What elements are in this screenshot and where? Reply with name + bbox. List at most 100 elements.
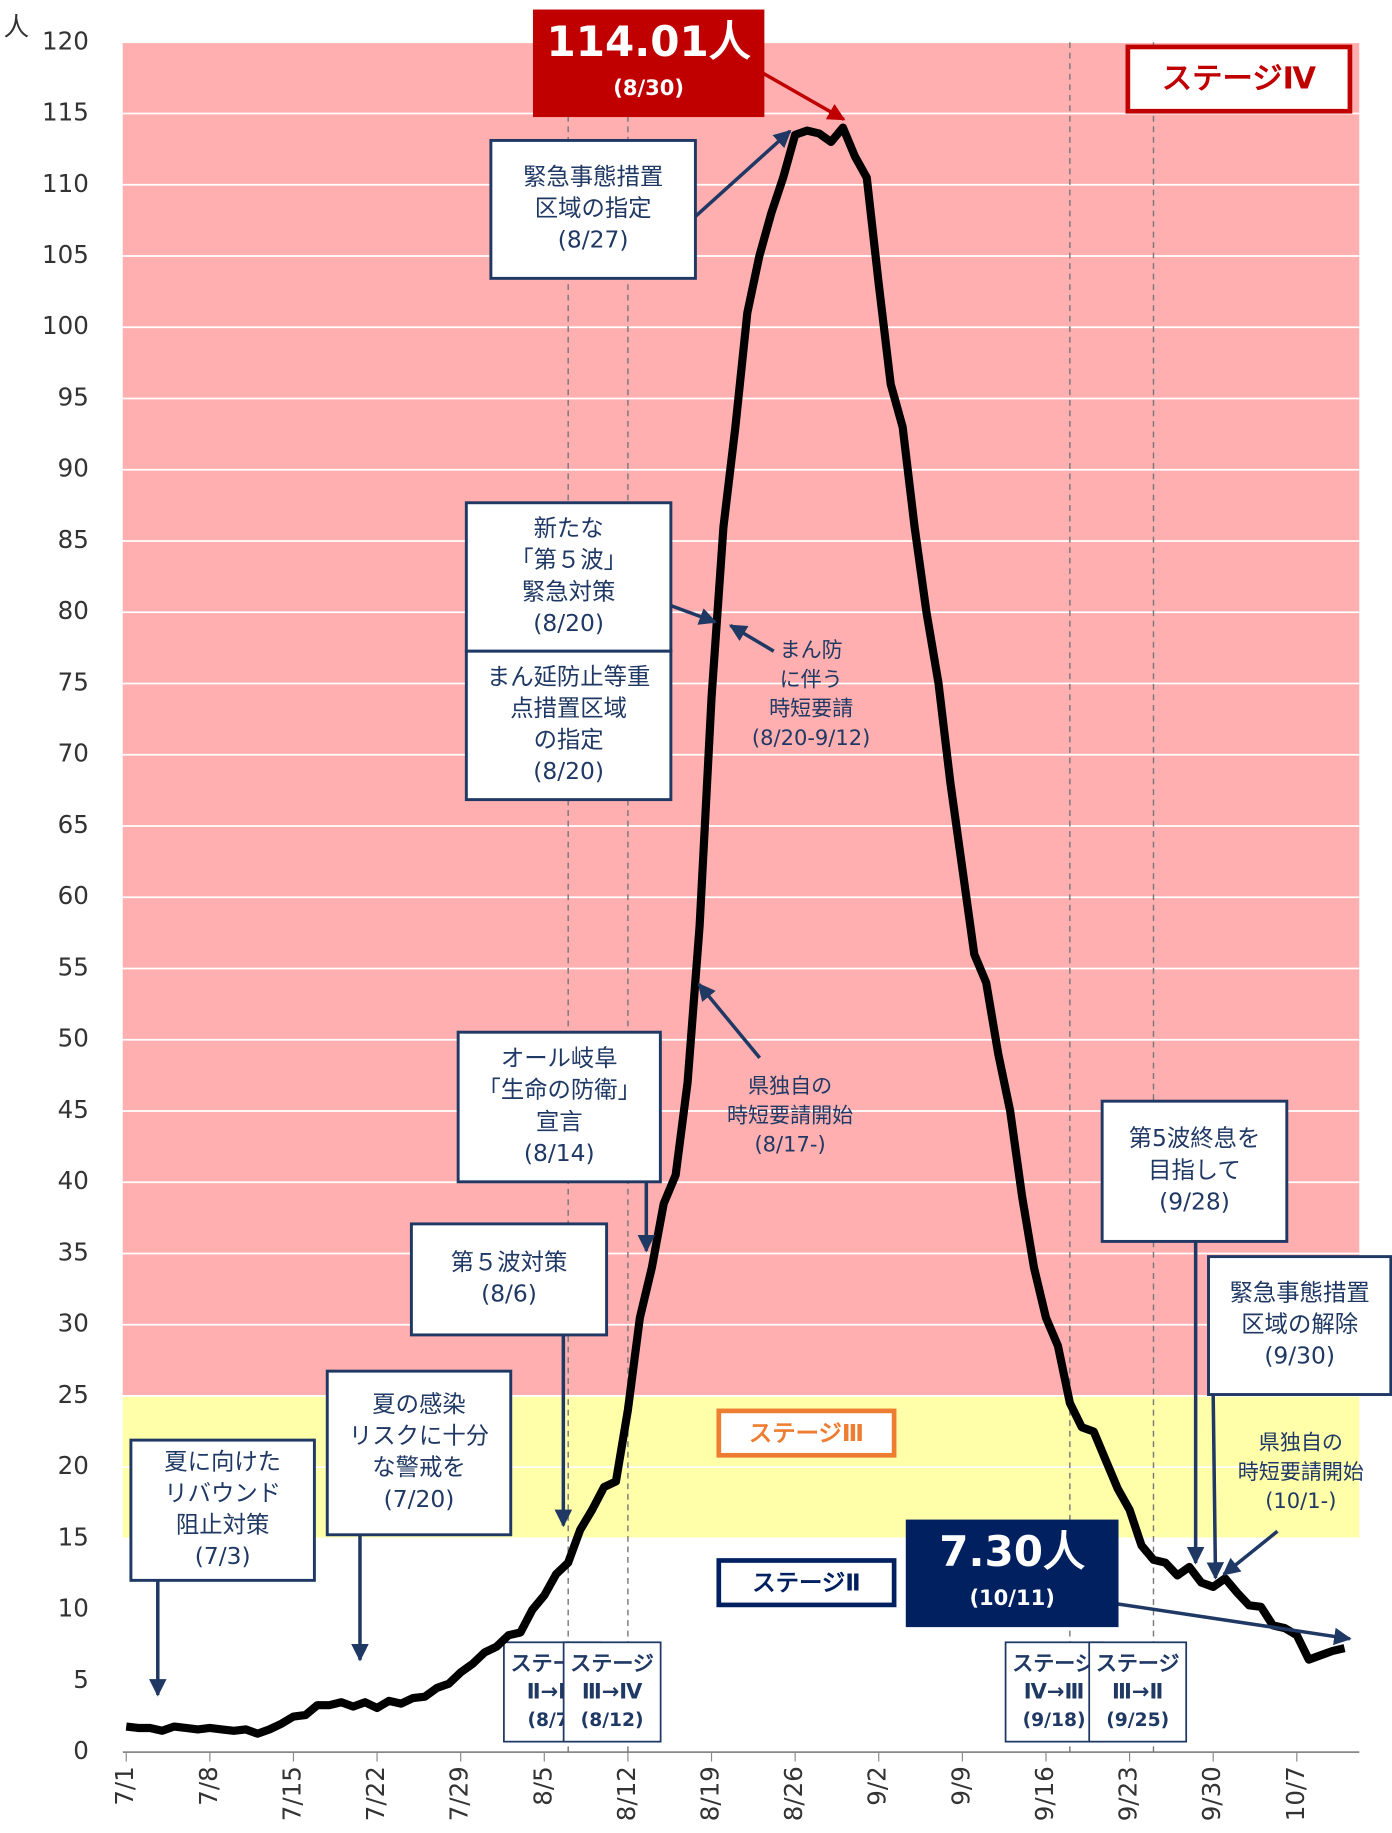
annotation-text: (8/20-9/12) — [752, 725, 870, 750]
annotation-arrow — [1222, 1529, 1279, 1576]
x-tick-label: 9/23 — [1114, 1766, 1143, 1821]
stage-label: ステージⅡ — [752, 1568, 860, 1596]
callout-value: 114.01人 — [546, 17, 750, 66]
annotation-box — [409, 1222, 609, 1337]
annotation-text: リバウンド — [164, 1479, 281, 1507]
x-tick-label: 8/5 — [528, 1766, 557, 1805]
annotation-text: 目指して — [1148, 1156, 1241, 1184]
x-tick-label: 8/26 — [779, 1766, 808, 1821]
stage-label-box — [716, 1558, 897, 1608]
annotation-text: まん延防止等重 — [487, 663, 651, 691]
y-tick-label: 105 — [42, 240, 89, 269]
stage-change-label: ステージ — [570, 1651, 654, 1676]
annotation-text: (8/27) — [558, 225, 629, 253]
x-tick-label: 9/30 — [1197, 1766, 1226, 1821]
annotation-text: (8/17-) — [754, 1132, 825, 1157]
annotation-text: 緊急対策 — [522, 577, 615, 605]
annotation-text: 「第５波」 — [510, 546, 627, 574]
y-tick-label: 60 — [58, 881, 89, 910]
annotation-text: 県独自の — [1259, 1430, 1343, 1455]
annotation-arrow — [761, 71, 846, 121]
stage-change-label: ステージ — [1096, 1651, 1180, 1676]
x-tick-label: 10/7 — [1281, 1766, 1310, 1821]
y-tick-label: 55 — [58, 952, 89, 981]
annotation-text: 時短要請 — [769, 696, 853, 721]
y-tick-label: 70 — [58, 739, 89, 768]
annotation-text: 第5波終息を — [1129, 1124, 1261, 1152]
annotation-arrow — [728, 623, 775, 653]
annotation-text: まん防 — [780, 637, 843, 662]
annotation-text: (9/28) — [1159, 1187, 1230, 1215]
x-tick-label: 8/12 — [612, 1766, 641, 1821]
annotation-text: (8/14) — [524, 1139, 595, 1167]
annotation-arrow — [697, 982, 762, 1060]
annotation-text: (7/3) — [195, 1542, 251, 1570]
annotation-arrow — [670, 603, 717, 625]
annotation-text: (8/20) — [533, 609, 604, 637]
annotation-box — [325, 1369, 513, 1537]
stage-change-box — [562, 1641, 662, 1743]
x-tick-label: 9/16 — [1030, 1766, 1059, 1821]
annotation-text: の指定 — [534, 726, 604, 754]
stage-change-label: Ⅲ→Ⅳ — [582, 1679, 643, 1704]
x-tick-label: 9/9 — [946, 1766, 975, 1805]
annotation-text: 新たな — [534, 514, 604, 542]
y-tick-label: 65 — [58, 810, 89, 839]
stage-change-label: ステージ — [1012, 1651, 1096, 1676]
annotation-arrow — [1206, 1394, 1225, 1580]
y-tick-label: 5 — [73, 1665, 89, 1694]
annotation-text: に伴う — [780, 666, 843, 691]
x-tick-label: 7/15 — [277, 1766, 306, 1821]
stage-change-label: Ⅲ→Ⅱ — [1112, 1679, 1163, 1704]
annotation-text: 宣言 — [536, 1107, 583, 1135]
x-tick-label: 7/29 — [445, 1766, 474, 1821]
y-tick-label: 75 — [58, 667, 89, 696]
x-tick-label: 7/22 — [361, 1766, 390, 1821]
annotation-text: 緊急事態措置 — [523, 162, 663, 190]
annotation-text: (8/20) — [533, 757, 604, 785]
stage-change-label: (8/12) — [581, 1710, 644, 1731]
data-line — [125, 123, 1346, 1738]
annotation-box — [1100, 1099, 1289, 1243]
y-tick-label: 20 — [58, 1451, 89, 1480]
y-tick-label: 85 — [58, 525, 89, 554]
callout-value: 7.30人 — [939, 1527, 1085, 1576]
annotation-arrow — [694, 129, 792, 218]
annotation-text: 「生命の防衛」 — [477, 1076, 641, 1104]
y-tick-label: 90 — [58, 454, 89, 483]
annotation-arrow — [1115, 1602, 1352, 1646]
annotation-box — [464, 501, 673, 653]
y-tick-label: 100 — [42, 311, 89, 340]
y-tick-label: 80 — [58, 596, 89, 625]
y-tick-label: 45 — [58, 1095, 89, 1124]
x-tick-label: 8/19 — [696, 1766, 725, 1821]
stage-change-box — [1088, 1641, 1188, 1743]
annotation-text: (8/6) — [481, 1280, 537, 1308]
annotation-text: な警戒を — [372, 1453, 465, 1481]
annotation-text: (10/1-) — [1265, 1488, 1336, 1513]
y-tick-label: 15 — [58, 1522, 89, 1551]
annotation-text: 点措置区域 — [510, 694, 627, 722]
callout-date: (10/11) — [969, 1585, 1054, 1610]
y-tick-label: 25 — [58, 1380, 89, 1409]
annotation-text: 時短要請開始 — [727, 1102, 853, 1127]
stage-label-box — [1125, 44, 1353, 114]
annotation-box — [1207, 1255, 1392, 1396]
y-tick-label: 115 — [42, 98, 89, 127]
stage-change-label: Ⅳ→Ⅲ — [1024, 1679, 1085, 1704]
callout-date: (8/30) — [613, 75, 684, 100]
annotation-text: リスクに十分 — [349, 1422, 489, 1450]
stage-change-label: (9/25) — [1106, 1710, 1169, 1731]
annotation-text: (7/20) — [384, 1485, 455, 1513]
stage-label: ステージⅣ — [1162, 62, 1317, 97]
stage-change-label: (9/18) — [1023, 1710, 1086, 1731]
annotation-text: 第５波対策 — [451, 1248, 568, 1276]
stage-label-box — [716, 1408, 897, 1458]
y-tick-label: 35 — [58, 1237, 89, 1266]
annotation-text: オール岐阜 — [501, 1044, 618, 1072]
annotation-text: 時短要請開始 — [1238, 1459, 1364, 1484]
annotation-box — [489, 138, 697, 280]
annotation-text: (9/30) — [1264, 1342, 1335, 1370]
annotation-box — [456, 1030, 662, 1184]
